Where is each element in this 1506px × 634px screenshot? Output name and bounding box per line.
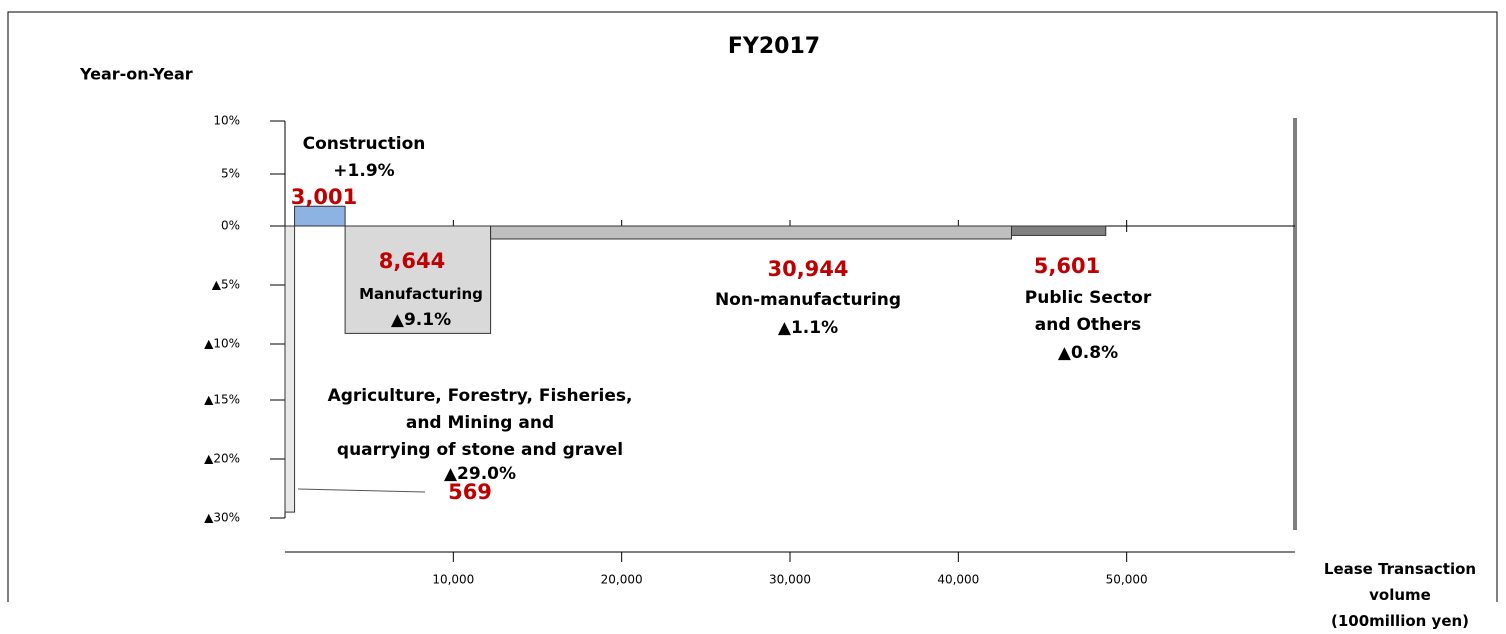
volume-label: 30,944 bbox=[767, 257, 849, 281]
value-label: ▲29.0% bbox=[443, 464, 517, 484]
volume-label: 569 bbox=[448, 480, 492, 504]
bar bbox=[1010, 225, 1107, 236]
bar bbox=[490, 225, 1012, 240]
chart: FY2017 Year-on-Year 10% 5% 0% ▲5% ▲10% ▲15% ▲2… bbox=[7, 11, 1498, 602]
category-label: Agriculture, Forestry, Fisheries, and Mi… bbox=[327, 386, 633, 460]
y-tick-label: 10% bbox=[213, 114, 240, 128]
y-tick-label: ▲30% bbox=[204, 511, 240, 525]
volume-label: 8,644 bbox=[378, 249, 446, 273]
y-tick-label: ▲20% bbox=[204, 452, 240, 466]
y-tick-label: ▲10% bbox=[204, 337, 240, 351]
leader-line bbox=[297, 488, 426, 493]
bar bbox=[294, 205, 346, 227]
volume-label: 5,601 bbox=[1033, 254, 1101, 278]
frame bbox=[7, 11, 1498, 602]
page: FY2017 Year-on-Year 10% 5% 0% ▲5% ▲10% ▲15% ▲2… bbox=[7, 11, 1498, 630]
bar bbox=[284, 225, 296, 513]
x-tick-label: 40,000 bbox=[937, 573, 979, 587]
y-tick-label: 0% bbox=[221, 219, 240, 233]
x-tick-label: 50,000 bbox=[1106, 573, 1148, 587]
y-axis-title: Year-on-Year bbox=[79, 65, 193, 84]
chart-title: FY2017 bbox=[728, 34, 820, 59]
category-label: Public Sector and Others bbox=[1024, 288, 1152, 335]
value-label: ▲1.1% bbox=[777, 318, 839, 338]
x-tick-label: 30,000 bbox=[769, 573, 811, 587]
value-label: ▲9.1% bbox=[390, 310, 452, 330]
x-tick-label: 20,000 bbox=[601, 573, 643, 587]
category-label: Construction bbox=[302, 134, 426, 154]
y-tick-label: ▲15% bbox=[204, 393, 240, 407]
value-label: ▲0.8% bbox=[1057, 343, 1119, 363]
value-label: +1.9% bbox=[333, 161, 395, 181]
category-label: Manufacturing bbox=[359, 285, 483, 303]
x-axis-title: Lease Transaction volume (100million yen… bbox=[1323, 560, 1477, 630]
y-tick-label: ▲5% bbox=[212, 278, 240, 292]
y-tick-label: 5% bbox=[221, 167, 240, 181]
bar bbox=[344, 225, 492, 334]
category-label: Non-manufacturing bbox=[714, 290, 902, 310]
volume-label: 3,001 bbox=[290, 185, 358, 209]
x-tick-label: 10,000 bbox=[432, 573, 474, 587]
